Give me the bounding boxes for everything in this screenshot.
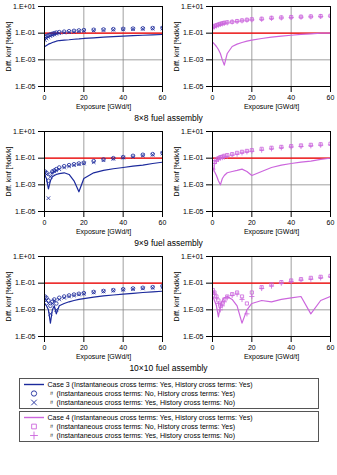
svg-text:1.E+01: 1.E+01	[181, 3, 203, 10]
svg-text:1.E+01: 1.E+01	[13, 253, 35, 260]
svg-text:Exposure [GWd/t]: Exposure [GWd/t]	[76, 103, 131, 111]
svg-text:0: 0	[211, 94, 215, 101]
svg-text:Exposure [GWd/t]: Exposure [GWd/t]	[76, 228, 131, 236]
svg-text:60: 60	[159, 344, 167, 351]
svg-text:Exposure [GWd/t]: Exposure [GWd/t]	[244, 353, 299, 361]
svg-text:40: 40	[287, 94, 295, 101]
svg-text:40: 40	[119, 219, 127, 226]
svg-text:1.E-03: 1.E-03	[183, 181, 204, 188]
svg-text:Exposure [GWd/t]: Exposure [GWd/t]	[76, 353, 131, 361]
svg-text:1.E+01: 1.E+01	[181, 128, 203, 135]
svg-text:40: 40	[287, 219, 295, 226]
svg-text:1.E-03: 1.E-03	[183, 306, 204, 313]
html-text:Case 3 (Instantaneous cross te: Case 3 (Instantaneous cross terms: Yes, …	[47, 381, 253, 388]
svg-text:1.E+01: 1.E+01	[13, 128, 35, 135]
svg-text:Diff. kinf [%dk/k]: Diff. kinf [%dk/k]	[173, 21, 181, 71]
svg-text:0: 0	[211, 219, 215, 226]
svg-text:20: 20	[80, 219, 88, 226]
svg-text:1.E-05: 1.E-05	[15, 83, 36, 90]
svg-text:Diff. kinf [%dk/k]: Diff. kinf [%dk/k]	[173, 271, 181, 321]
svg-text:1.E-01: 1.E-01	[183, 279, 204, 286]
svg-text:0: 0	[211, 344, 215, 351]
svg-text:20: 20	[80, 94, 88, 101]
svg-text:1.E-05: 1.E-05	[183, 333, 204, 340]
html-text:9×9 fuel assembly: 9×9 fuel assembly	[134, 238, 203, 248]
svg-text:Exposure [GWd/t]: Exposure [GWd/t]	[244, 103, 299, 111]
svg-text:1.E-01: 1.E-01	[15, 154, 36, 161]
html-text:〃 (Instantaneous cross terms:: 〃 (Instantaneous cross terms: Yes, Histo…	[47, 399, 235, 406]
svg-text:1.E-05: 1.E-05	[15, 208, 36, 215]
svg-text:Diff. kinf [%dk/k]: Diff. kinf [%dk/k]	[173, 146, 181, 196]
html-text:8×8 fuel assembly: 8×8 fuel assembly	[134, 113, 203, 123]
svg-text:1.E-01: 1.E-01	[15, 279, 36, 286]
svg-text:1.E-03: 1.E-03	[15, 56, 36, 63]
svg-text:Diff. kinf [%dk/k]: Diff. kinf [%dk/k]	[5, 271, 13, 321]
svg-text:20: 20	[248, 94, 256, 101]
svg-text:60: 60	[159, 94, 167, 101]
svg-text:0: 0	[43, 344, 47, 351]
svg-text:1.E-05: 1.E-05	[15, 333, 36, 340]
svg-text:1.E-05: 1.E-05	[183, 208, 204, 215]
svg-text:1.E-03: 1.E-03	[15, 181, 36, 188]
svg-text:1.E-01: 1.E-01	[183, 154, 204, 161]
svg-text:1.E-01: 1.E-01	[15, 29, 36, 36]
svg-text:40: 40	[119, 94, 127, 101]
svg-text:Diff. kinf [%dk/k]: Diff. kinf [%dk/k]	[5, 21, 13, 71]
svg-text:20: 20	[248, 344, 256, 351]
svg-text:1.E-01: 1.E-01	[183, 29, 204, 36]
svg-text:1.E-03: 1.E-03	[15, 306, 36, 313]
svg-text:0: 0	[43, 219, 47, 226]
svg-text:1.E+01: 1.E+01	[181, 253, 203, 260]
svg-text:1.E-05: 1.E-05	[183, 83, 204, 90]
svg-text:60: 60	[327, 344, 335, 351]
html-text:〃 (Instantaneous cross terms:: 〃 (Instantaneous cross terms: No, Histor…	[47, 423, 235, 430]
html-text:Case 4 (Instantaneous cross te: Case 4 (Instantaneous cross terms: Yes, …	[47, 414, 253, 421]
svg-text:20: 20	[248, 219, 256, 226]
svg-text:0: 0	[43, 94, 47, 101]
svg-text:60: 60	[327, 219, 335, 226]
svg-text:Exposure [GWd/t]: Exposure [GWd/t]	[244, 228, 299, 236]
svg-text:1.E-03: 1.E-03	[183, 56, 204, 63]
svg-text:60: 60	[327, 94, 335, 101]
svg-text:Diff. kinf [%dk/k]: Diff. kinf [%dk/k]	[5, 146, 13, 196]
svg-text:40: 40	[287, 344, 295, 351]
html-text:〃 (Instantaneous cross terms:: 〃 (Instantaneous cross terms: No, Histor…	[47, 390, 235, 397]
html-text:10×10 fuel assembly: 10×10 fuel assembly	[129, 363, 208, 373]
svg-text:60: 60	[159, 219, 167, 226]
svg-text:1.E+01: 1.E+01	[13, 3, 35, 10]
html-text:〃 (Instantaneous cross terms:: 〃 (Instantaneous cross terms: Yes, Histo…	[47, 432, 235, 439]
svg-text:20: 20	[80, 344, 88, 351]
svg-text:40: 40	[119, 344, 127, 351]
